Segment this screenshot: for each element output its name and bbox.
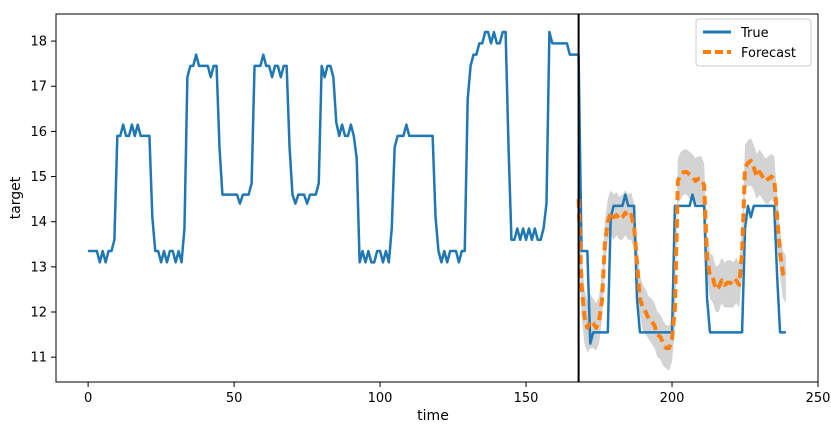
x-tick-label: 100 [368,391,393,406]
x-axis-title: time [417,408,449,424]
x-tick-label: 250 [806,391,831,406]
y-tick-label: 18 [30,35,47,50]
legend-label-true: True [740,26,769,41]
x-tick-label: 150 [514,391,539,406]
series-line-true [88,30,786,345]
legend: True Forecast [695,18,812,67]
y-tick-label: 15 [30,170,47,185]
y-tick-label: 14 [30,215,47,230]
legend-label-forecast: Forecast [741,46,796,61]
y-axis-title: target [8,176,24,219]
y-tick-label: 13 [30,260,47,275]
y-axis: 11 12 13 14 15 16 17 18 [30,35,56,366]
y-tick-label: 16 [30,125,47,140]
series-line-forecast [576,158,788,351]
y-tick-label: 12 [30,306,47,321]
plot-frame [55,13,819,383]
prediction-interval-band [578,138,786,371]
x-tick-label: 50 [226,391,243,406]
y-tick-label: 17 [30,80,47,95]
x-tick-label: 200 [660,391,685,406]
y-tick-label: 11 [30,351,47,366]
x-tick-label: 0 [84,391,92,406]
series-layer [88,30,788,351]
x-axis: 0 50 100 150 200 250 [84,382,830,406]
prediction-interval-layer [578,138,786,371]
